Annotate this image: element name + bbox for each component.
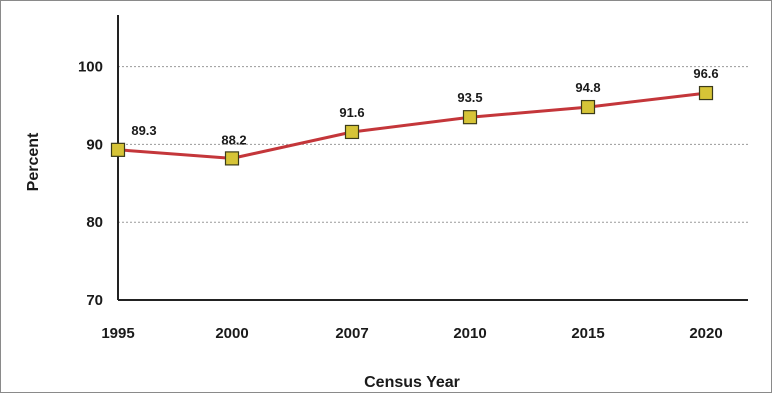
x-tick-label: 2000 — [215, 325, 248, 342]
data-label: 96.6 — [693, 66, 718, 81]
data-label: 93.5 — [457, 90, 482, 105]
data-label: 91.6 — [339, 105, 364, 120]
data-labels: 89.3 88.2 91.6 93.5 94.8 96.6 — [131, 66, 718, 147]
x-axis-title: Census Year — [364, 374, 460, 391]
data-label: 88.2 — [221, 132, 246, 147]
series-line — [117, 91, 707, 160]
x-tick-label: 2020 — [689, 325, 722, 342]
data-point-marker — [698, 85, 714, 101]
data-point-marker — [110, 142, 126, 157]
data-point-marker — [462, 110, 478, 125]
y-tick-labels: 70 80 90 100 — [78, 59, 103, 309]
markers — [110, 85, 714, 166]
data-point-marker — [344, 124, 360, 140]
y-axis-title: Percent — [25, 132, 42, 191]
axes — [117, 15, 748, 301]
series — [117, 91, 707, 160]
x-tick-labels: 1995 2000 2007 2010 2015 2020 — [101, 325, 722, 342]
y-tick-label: 90 — [86, 136, 103, 153]
data-point-marker — [224, 151, 240, 166]
data-point-marker — [580, 99, 596, 115]
x-tick-label: 1995 — [101, 325, 134, 342]
data-label: 94.8 — [575, 80, 600, 95]
gridlines — [118, 66, 748, 223]
x-tick-label: 2015 — [571, 325, 604, 342]
y-tick-label: 80 — [86, 214, 103, 231]
data-label: 89.3 — [131, 123, 156, 138]
y-tick-label: 70 — [86, 292, 103, 309]
y-tick-label: 100 — [78, 59, 103, 76]
x-tick-label: 2010 — [453, 325, 486, 342]
x-tick-label: 2007 — [335, 325, 368, 342]
